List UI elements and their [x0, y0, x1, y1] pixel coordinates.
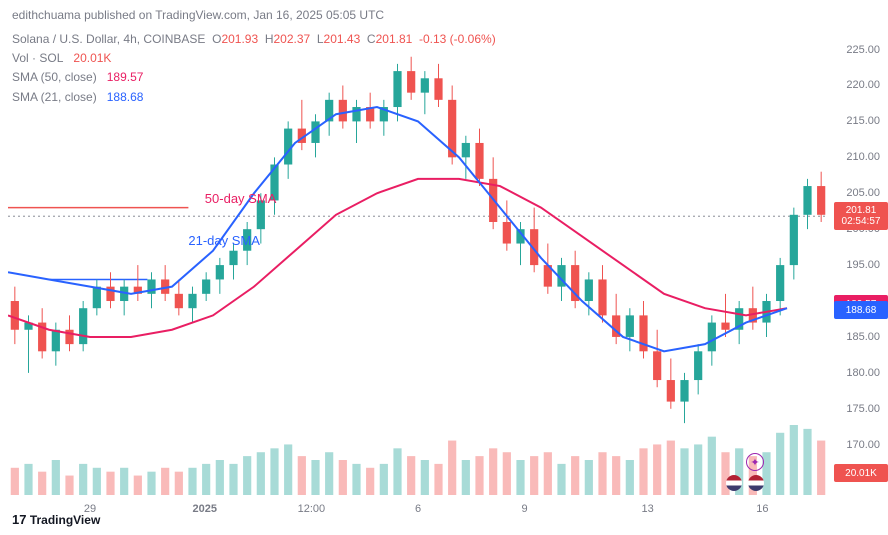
chart-area[interactable]: 50-day SMA 21-day SMA ✦ [8, 28, 828, 495]
x-axis-tick: 6 [415, 503, 421, 515]
flag-icons [726, 475, 764, 491]
x-axis: 29202512:00691316 [8, 503, 828, 523]
star-icon[interactable]: ✦ [746, 453, 764, 471]
x-axis-tick: 12:00 [298, 503, 326, 515]
y-axis-tick: 205.00 [846, 187, 880, 199]
y-axis-tick: 225.00 [846, 44, 880, 56]
author: edithchuama [12, 8, 81, 22]
sma21-annotation: 21-day SMA [188, 233, 260, 248]
chart-svg [8, 28, 828, 495]
y-axis-tick: 215.00 [846, 115, 880, 127]
y-axis-tick: 175.00 [846, 403, 880, 415]
y-axis: 170.00175.00180.00185.00190.00195.00200.… [830, 28, 888, 495]
flag-icon-2[interactable] [748, 475, 764, 491]
price-tag: 188.68 [834, 301, 888, 319]
chart-icons: ✦ [746, 453, 764, 471]
publish-header: edithchuama published on TradingView.com… [12, 8, 384, 22]
y-axis-tick: 195.00 [846, 259, 880, 271]
flag-icon-1[interactable] [726, 475, 742, 491]
y-axis-tick: 180.00 [846, 367, 880, 379]
x-axis-tick: 16 [756, 503, 768, 515]
footer-logo: 17 TradingView [12, 512, 100, 527]
y-axis-tick: 185.00 [846, 331, 880, 343]
sma50-annotation: 50-day SMA [205, 191, 277, 206]
publish-date: Jan 16, 2025 05:05 UTC [253, 8, 384, 22]
y-axis-tick: 220.00 [846, 79, 880, 91]
x-axis-tick: 9 [522, 503, 528, 515]
y-axis-tick: 170.00 [846, 439, 880, 451]
price-tag: 201.8102:54:57 [834, 202, 888, 230]
x-axis-tick: 13 [641, 503, 653, 515]
y-axis-tick: 210.00 [846, 151, 880, 163]
price-tag: 20.01K [834, 464, 888, 482]
x-axis-tick: 2025 [193, 503, 217, 515]
